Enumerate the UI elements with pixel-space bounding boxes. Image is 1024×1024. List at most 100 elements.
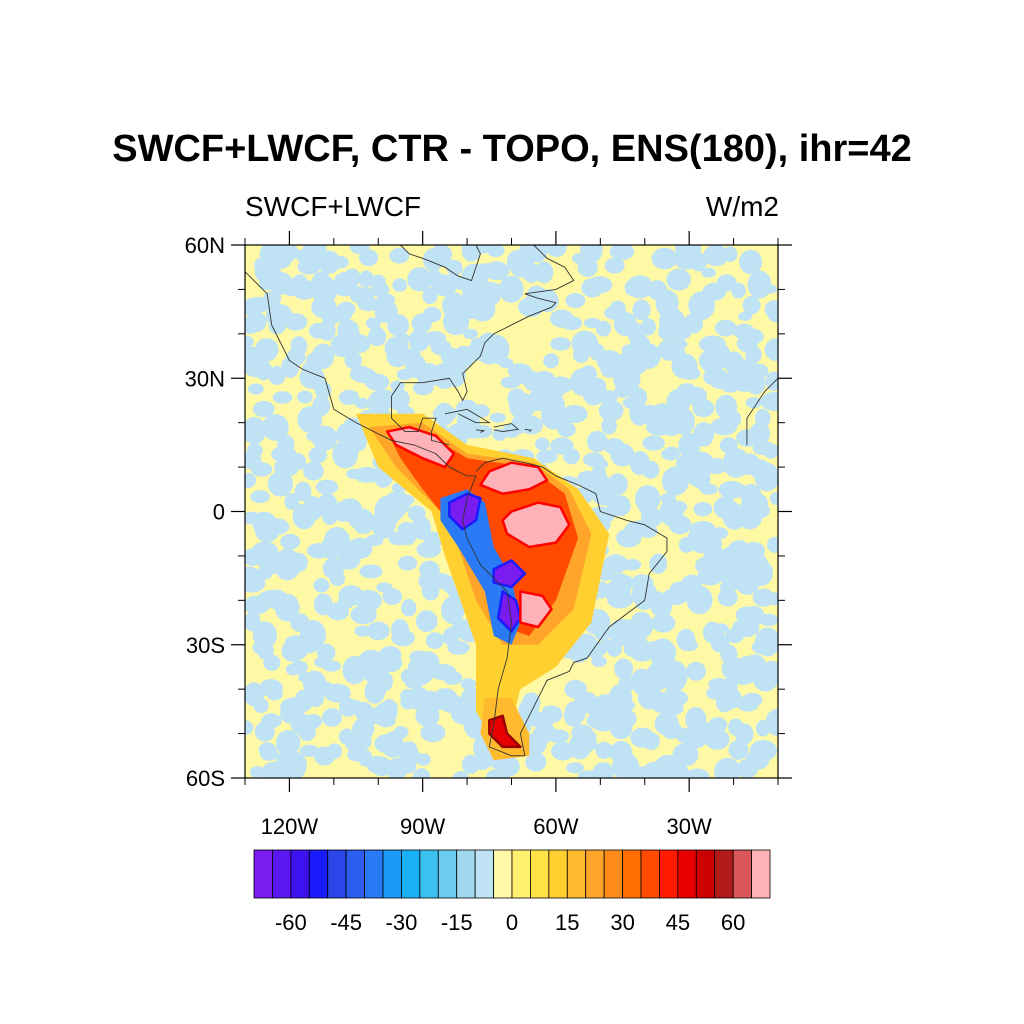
field-patch	[280, 751, 307, 778]
field-patch	[748, 422, 771, 445]
field-patch	[763, 443, 778, 459]
field-patch	[291, 645, 308, 660]
field-patch	[370, 281, 390, 298]
field-patch	[745, 371, 766, 395]
field-patch	[594, 624, 612, 641]
lon-tick-label: 30W	[667, 814, 712, 839]
field-patch	[692, 399, 715, 418]
field-patch	[704, 728, 730, 750]
field-patch	[662, 588, 689, 606]
field-patch	[446, 259, 463, 277]
field-patch	[738, 311, 753, 321]
field-patch	[565, 292, 586, 309]
field-patch	[649, 638, 677, 668]
field-patch	[460, 678, 477, 690]
field-patch	[379, 653, 403, 673]
field-patch	[348, 334, 371, 353]
field-patch	[411, 313, 432, 334]
field-patch	[324, 683, 351, 703]
field-patch	[666, 388, 691, 415]
field-patch	[344, 351, 362, 369]
field-patch	[690, 252, 707, 272]
field-patch	[389, 247, 410, 264]
field-patch	[701, 267, 717, 278]
field-patch	[547, 380, 565, 401]
field-patch	[290, 660, 308, 675]
field-patch	[678, 536, 697, 552]
field-patch	[560, 316, 583, 331]
field-patch	[758, 613, 778, 627]
field-patch	[632, 299, 651, 321]
field-patch	[609, 245, 635, 261]
field-patch	[598, 399, 624, 422]
field-patch	[469, 296, 496, 322]
field-patch	[411, 516, 432, 540]
field-patch	[754, 627, 778, 657]
field-patch	[626, 275, 654, 299]
field-patch	[720, 409, 742, 429]
field-patch	[266, 687, 283, 701]
field-patch	[606, 590, 634, 609]
field-patch	[606, 640, 623, 657]
field-patch	[245, 548, 263, 566]
field-patch	[400, 696, 415, 710]
field-patch	[760, 392, 778, 411]
field-patch	[550, 337, 571, 351]
field-patch	[536, 449, 558, 464]
field-patch	[404, 676, 424, 689]
field-patch	[642, 435, 665, 451]
lat-tick-label: 60S	[186, 766, 225, 791]
field-patch	[415, 610, 438, 633]
field-patch	[337, 550, 361, 570]
field-patch	[609, 716, 633, 740]
field-patch	[714, 319, 737, 337]
colorbar-label: -30	[386, 910, 418, 935]
field-patch	[550, 741, 575, 761]
field-patch	[736, 697, 759, 712]
lat-tick-label: 30N	[185, 366, 225, 391]
field-patch	[364, 679, 386, 704]
field-patch	[288, 552, 308, 573]
field-patch	[313, 578, 330, 593]
colorbar-box	[695, 849, 716, 899]
left-subtitle: SWCF+LWCF	[245, 191, 422, 222]
colorbar-box	[364, 849, 384, 899]
field-patch	[462, 283, 483, 302]
field-patch	[399, 759, 417, 774]
field-patch	[263, 654, 281, 671]
field-patch	[415, 705, 440, 727]
field-patch	[342, 655, 368, 685]
field-patch	[742, 295, 761, 315]
field-patch	[366, 621, 390, 641]
field-patch	[422, 248, 444, 272]
field-patch	[412, 768, 431, 778]
field-patch	[706, 572, 723, 583]
field-patch	[483, 282, 505, 300]
colorbar-label: -45	[330, 910, 362, 935]
field-patch	[442, 671, 463, 685]
field-patch	[268, 365, 286, 386]
field-patch	[688, 475, 704, 487]
field-patch	[298, 721, 316, 742]
coastline-7	[400, 245, 481, 282]
amazon-positive	[501, 501, 571, 549]
field-patch	[250, 462, 273, 477]
field-patch	[714, 757, 741, 778]
colorbar-box	[253, 849, 273, 899]
northern-sa-positive	[479, 461, 549, 495]
field-patch	[331, 307, 353, 323]
field-patch	[354, 287, 376, 301]
field-patch	[294, 689, 314, 712]
lat-tick-label: 60N	[185, 233, 225, 258]
colorbar-box	[493, 849, 513, 899]
field-patch	[621, 344, 636, 356]
field-patch	[717, 588, 738, 607]
field-patch	[382, 588, 403, 606]
field-patch	[592, 762, 615, 778]
field-patch	[563, 448, 580, 465]
field-patch	[386, 346, 410, 368]
field-patch	[350, 605, 377, 625]
colorbar-box	[474, 849, 494, 899]
field-patch	[735, 723, 754, 745]
field-patch	[748, 503, 771, 519]
